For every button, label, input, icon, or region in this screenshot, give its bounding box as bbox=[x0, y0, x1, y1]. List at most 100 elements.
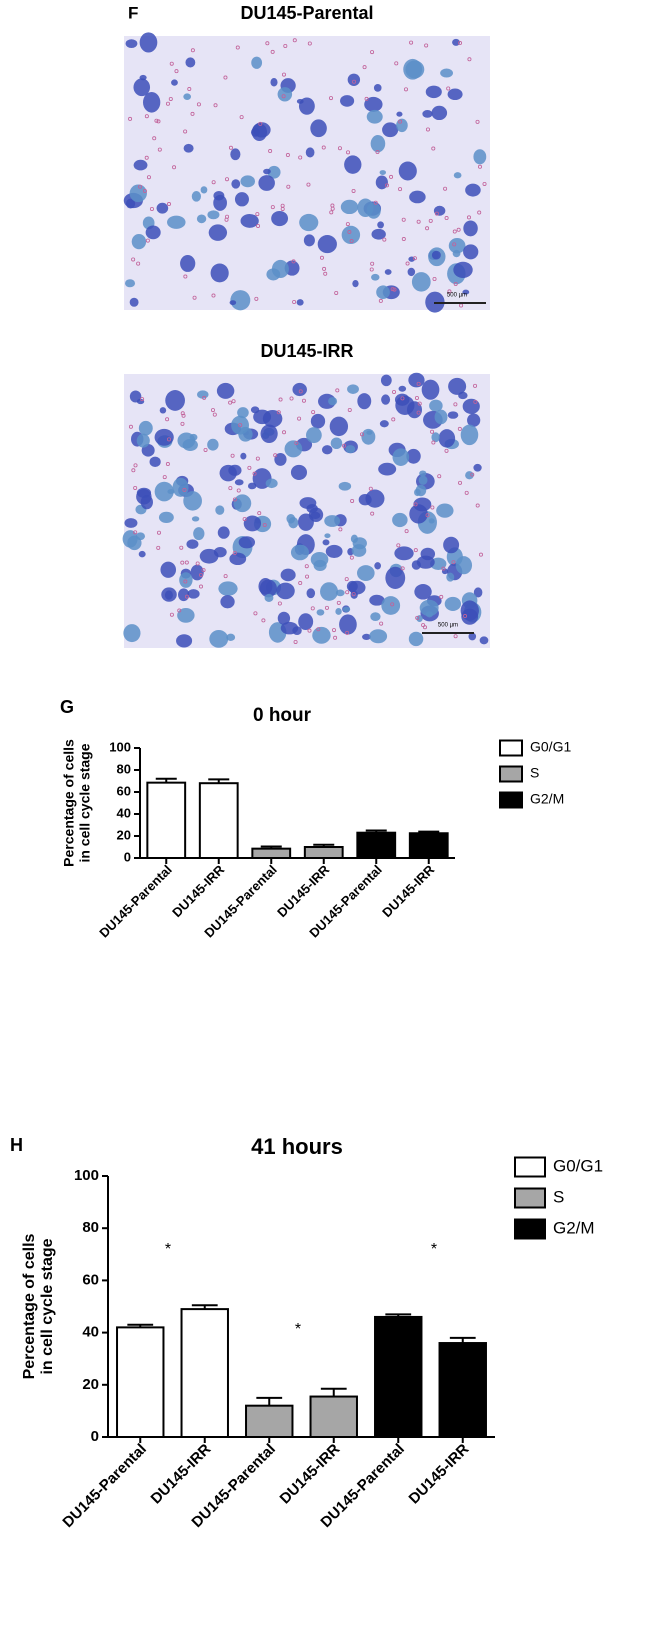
pore bbox=[345, 590, 350, 595]
pore bbox=[398, 119, 403, 124]
cell bbox=[274, 452, 287, 466]
y-tick-label: 60 bbox=[117, 783, 131, 798]
x-tick-label: DU145-IRR bbox=[148, 1441, 215, 1508]
cell bbox=[172, 477, 189, 497]
cell bbox=[429, 399, 443, 412]
cell bbox=[277, 611, 291, 625]
cell bbox=[299, 213, 319, 232]
cell bbox=[186, 539, 199, 549]
pore bbox=[223, 75, 228, 80]
legend-label: G2/M bbox=[553, 1218, 595, 1237]
pore bbox=[298, 155, 303, 160]
cell bbox=[379, 420, 389, 428]
cell bbox=[433, 205, 446, 216]
pore bbox=[145, 238, 150, 243]
bar bbox=[251, 847, 292, 860]
pore bbox=[475, 119, 480, 124]
cell bbox=[344, 155, 362, 174]
cell bbox=[265, 478, 278, 489]
y-axis-label: Percentage of cells bbox=[21, 1233, 38, 1379]
annotation: * bbox=[431, 1241, 437, 1258]
cell bbox=[297, 513, 314, 531]
cell bbox=[189, 433, 198, 441]
pore bbox=[345, 222, 350, 227]
cell bbox=[316, 609, 325, 616]
x-tick-label: DU145-IRR bbox=[277, 1441, 344, 1508]
cell bbox=[465, 183, 481, 197]
cell bbox=[138, 420, 153, 436]
cell bbox=[438, 429, 456, 448]
pore bbox=[174, 69, 179, 74]
cell bbox=[191, 516, 200, 522]
y-tick-label: 20 bbox=[117, 827, 131, 842]
pore bbox=[430, 505, 435, 510]
pore bbox=[179, 545, 184, 550]
cell bbox=[324, 533, 331, 539]
cell bbox=[180, 255, 196, 272]
pore bbox=[347, 229, 352, 234]
cell bbox=[396, 111, 403, 117]
pore bbox=[154, 118, 159, 123]
pore bbox=[281, 72, 286, 77]
cell bbox=[243, 515, 262, 532]
pore bbox=[414, 396, 419, 401]
pore bbox=[425, 226, 430, 231]
cell bbox=[123, 624, 141, 643]
cell bbox=[330, 437, 343, 450]
legend-label: G0/G1 bbox=[530, 739, 571, 755]
pore bbox=[166, 202, 171, 207]
cell bbox=[348, 580, 366, 595]
cell bbox=[290, 544, 309, 561]
pore bbox=[169, 61, 174, 66]
cell bbox=[139, 32, 158, 53]
x-tick-label: DU145-Parental bbox=[96, 862, 175, 941]
pore bbox=[282, 430, 287, 435]
pore bbox=[304, 564, 309, 569]
pore bbox=[364, 96, 369, 101]
cell bbox=[462, 289, 470, 295]
pore bbox=[446, 86, 451, 91]
pore bbox=[417, 401, 422, 406]
pore bbox=[230, 453, 235, 458]
cell bbox=[335, 589, 345, 597]
cell bbox=[379, 170, 387, 175]
cell bbox=[215, 505, 225, 515]
pore bbox=[473, 399, 478, 404]
cell bbox=[250, 127, 260, 137]
cell bbox=[143, 92, 161, 113]
pore bbox=[195, 561, 200, 566]
pore bbox=[168, 96, 173, 101]
bar bbox=[374, 1315, 423, 1438]
y-tick-label: 100 bbox=[109, 739, 131, 754]
pore bbox=[412, 256, 417, 261]
pore bbox=[413, 548, 418, 553]
pore bbox=[165, 101, 170, 106]
cell bbox=[444, 596, 462, 611]
pore bbox=[172, 165, 177, 170]
cell bbox=[230, 290, 251, 311]
cell bbox=[339, 614, 357, 635]
panel-label: F bbox=[128, 3, 138, 22]
pore bbox=[305, 574, 310, 579]
pore bbox=[394, 61, 399, 66]
cell bbox=[371, 273, 380, 281]
bar bbox=[198, 782, 239, 860]
pore bbox=[457, 426, 462, 431]
cell bbox=[373, 84, 382, 92]
cell bbox=[284, 440, 303, 458]
pore bbox=[351, 188, 356, 193]
pore bbox=[235, 45, 240, 50]
pore bbox=[138, 184, 143, 189]
cell bbox=[377, 221, 384, 229]
pore bbox=[316, 627, 321, 632]
cell bbox=[306, 588, 316, 599]
pore bbox=[201, 568, 206, 573]
pore bbox=[291, 259, 296, 264]
pore bbox=[478, 552, 483, 557]
cell bbox=[209, 629, 229, 648]
cell bbox=[380, 374, 392, 387]
pore bbox=[202, 395, 207, 400]
pore bbox=[403, 87, 408, 92]
cell bbox=[416, 555, 435, 569]
